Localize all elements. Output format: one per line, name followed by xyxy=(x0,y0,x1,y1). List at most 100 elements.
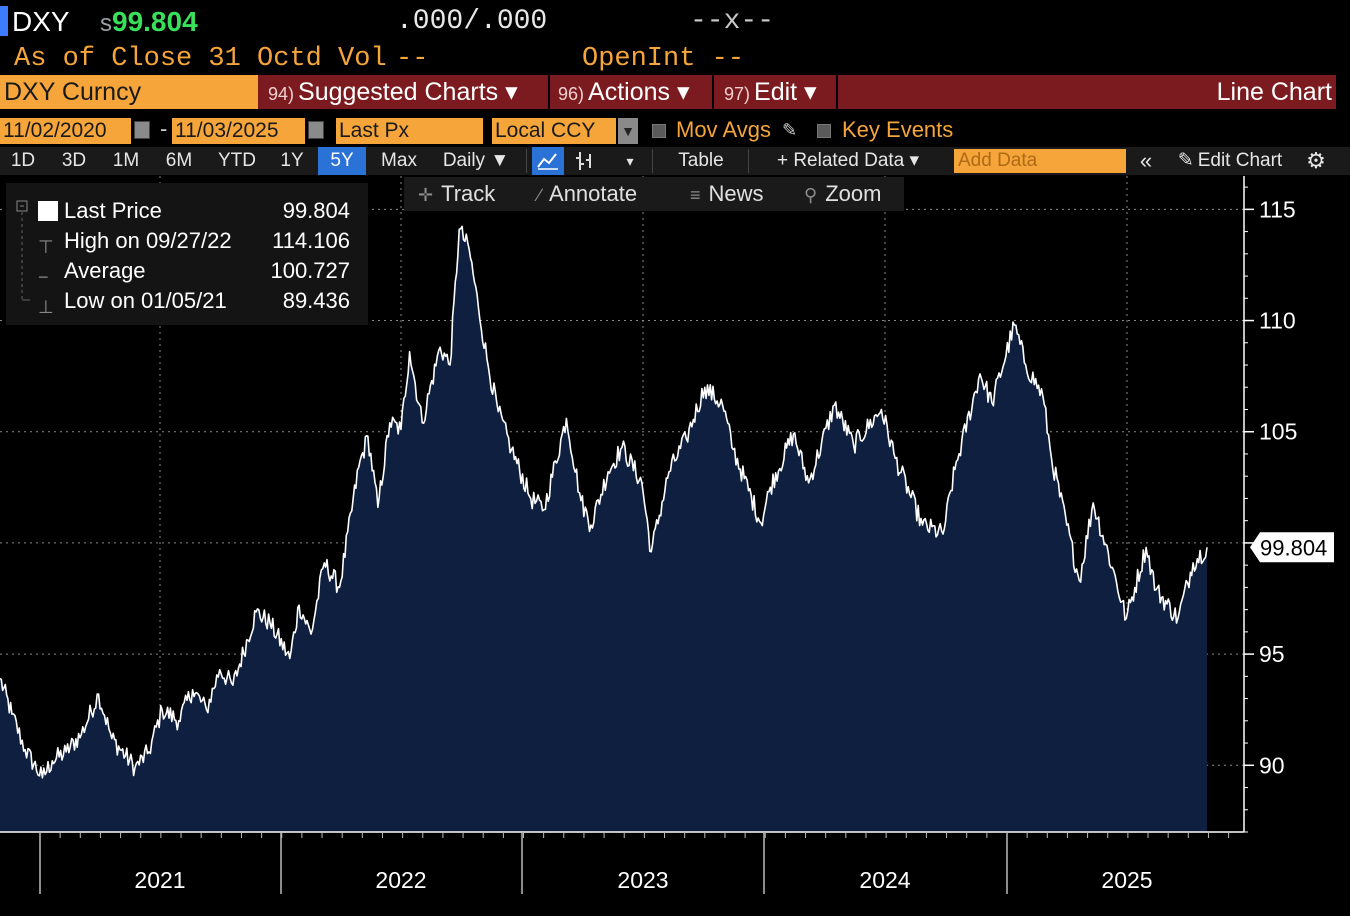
legend-label: Last Price xyxy=(64,198,162,223)
legend-row-high: ⊤ High on 09/27/22 114.106 xyxy=(18,226,360,257)
last-value-label: 99.804 xyxy=(1250,532,1334,563)
open-interest: OpenInt -- xyxy=(582,44,745,74)
chart-type-label[interactable]: Line Chart xyxy=(1216,78,1332,106)
ticker-flag xyxy=(0,6,8,36)
zoom-label: Zoom xyxy=(825,181,882,206)
legend-tree-lines xyxy=(16,196,32,304)
y-tick-label: 105 xyxy=(1259,419,1297,445)
period-max[interactable]: Max xyxy=(381,150,417,171)
x-tick-label: 2022 xyxy=(375,867,426,893)
annotate-icon: ∕ xyxy=(538,185,542,205)
y-tick-label: 115 xyxy=(1259,196,1296,222)
legend-row-average: − Average 100.727 xyxy=(18,256,360,287)
period-ytd[interactable]: YTD xyxy=(218,150,256,171)
chevron-down-icon[interactable]: ▼ xyxy=(618,118,638,144)
period-5y[interactable]: 5Y xyxy=(318,147,366,175)
ticker-symbol: DXY xyxy=(12,6,70,37)
annotate-button[interactable]: ∕ Annotate xyxy=(538,177,637,211)
chart-tools-bar xyxy=(404,177,904,211)
menu-divider xyxy=(548,75,550,109)
news-icon: ≡ xyxy=(690,185,701,205)
y-tick-label: 90 xyxy=(1259,752,1285,778)
period-1m[interactable]: 1M xyxy=(112,150,140,171)
x-tick-label: 2023 xyxy=(617,867,668,893)
price-display: s99.804 xyxy=(100,6,198,38)
bid-ask: .000/.000 xyxy=(396,6,548,37)
edit-chart-button[interactable]: ✎ Edit Chart xyxy=(1166,147,1294,175)
chart-axes xyxy=(0,176,1245,833)
crosshair-icon: ✛ xyxy=(418,185,434,205)
y-tick-label: 110 xyxy=(1259,308,1296,334)
end-date-field[interactable]: 11/03/2025 xyxy=(172,118,305,144)
actions-menu[interactable]: 96) Actions ▾ xyxy=(558,75,690,109)
track-button[interactable]: ✛ Track xyxy=(418,177,495,211)
legend-label: Low on 01/05/21 xyxy=(64,288,227,313)
last-value-text: 99.804 xyxy=(1260,535,1327,560)
toolbar-divider xyxy=(652,149,653,173)
last-price-value: 99.804 xyxy=(112,6,198,37)
add-data-input[interactable]: Add Data xyxy=(954,149,1126,173)
date-separator: - xyxy=(160,116,168,141)
period-3d[interactable]: 3D xyxy=(61,150,87,171)
y-axis-ticks: 90 95 105 110 115 xyxy=(1244,186,1297,833)
suggested-charts-menu[interactable]: 94) Suggested Charts ▾ xyxy=(268,75,518,109)
toolbar-divider xyxy=(526,149,527,173)
menu-code: 94) xyxy=(268,84,295,104)
line-chart-icon[interactable] xyxy=(532,147,564,175)
series-swatch xyxy=(38,201,58,221)
currency-select[interactable]: Local CCY xyxy=(492,118,616,144)
legend-value: 89.436 xyxy=(282,288,350,313)
price-area-fill xyxy=(0,226,1207,832)
legend-value: 100.727 xyxy=(270,258,350,283)
pencil-icon[interactable]: ✎ xyxy=(782,120,798,140)
y-tick-label: 95 xyxy=(1259,641,1285,667)
menu-label: Edit ▾ xyxy=(754,78,817,106)
mov-avgs-label[interactable]: Mov Avgs xyxy=(676,117,771,142)
toolbar-divider xyxy=(748,149,749,173)
security-field[interactable]: DXY Curncy xyxy=(0,75,258,109)
gear-icon[interactable]: ⚙ xyxy=(1306,148,1326,173)
magnifier-icon: ⚲ xyxy=(804,185,818,205)
edit-chart-label: Edit Chart xyxy=(1197,150,1283,171)
key-events-checkbox[interactable] xyxy=(817,124,831,138)
legend-label: Average xyxy=(64,258,146,283)
start-date-field[interactable]: 11/02/2020 xyxy=(0,118,131,144)
related-data-button[interactable]: + Related Data ▾ xyxy=(776,150,920,171)
period-1y[interactable]: 1Y xyxy=(280,150,304,171)
table-button[interactable]: Table xyxy=(678,150,724,171)
chevron-down-icon[interactable]: ▾ xyxy=(626,153,634,169)
bar-chart-icon[interactable] xyxy=(568,147,602,175)
legend-value: 99.804 xyxy=(282,198,350,223)
frequency-select[interactable]: Daily ▼ xyxy=(442,150,510,171)
volume-value: -- xyxy=(396,44,429,74)
calendar-icon[interactable] xyxy=(308,121,324,139)
menu-code: 96) xyxy=(558,84,585,104)
collapse-icon[interactable]: « xyxy=(1139,148,1153,173)
price-line xyxy=(0,225,1208,779)
menu-label: Actions ▾ xyxy=(588,78,690,106)
track-label: Track xyxy=(441,181,496,206)
as-of-close: As of Close 31 Octd Vol xyxy=(14,44,387,74)
x-axis-ticks: 2021 2022 2023 2024 2025 xyxy=(39,832,1230,894)
change-display: --x-- xyxy=(690,6,775,37)
calendar-icon[interactable] xyxy=(134,121,150,139)
edit-menu[interactable]: 97) Edit ▾ xyxy=(724,75,817,109)
zoom-button[interactable]: ⚲ Zoom xyxy=(804,177,881,211)
price-field-select[interactable]: Last Px xyxy=(336,118,483,144)
x-tick-label: 2021 xyxy=(134,867,185,893)
price-source-prefix: s xyxy=(100,10,112,37)
legend-label: High on 09/27/22 xyxy=(64,228,232,253)
x-tick-label: 2024 xyxy=(859,867,910,893)
legend-value: 114.106 xyxy=(272,228,350,253)
legend-row-low: ⊥ Low on 01/05/21 89.436 xyxy=(18,286,360,317)
pencil-icon: ✎ xyxy=(1177,150,1194,171)
x-tick-label: 2025 xyxy=(1101,867,1152,893)
news-button[interactable]: ≡ News xyxy=(690,177,764,211)
mov-avgs-checkbox[interactable] xyxy=(652,124,666,138)
key-events-label[interactable]: Key Events xyxy=(842,117,954,142)
annotate-label: Annotate xyxy=(549,181,638,206)
period-6m[interactable]: 6M xyxy=(165,150,193,171)
low-marker-icon: ⊥ xyxy=(38,297,54,317)
period-1d[interactable]: 1D xyxy=(10,150,36,171)
